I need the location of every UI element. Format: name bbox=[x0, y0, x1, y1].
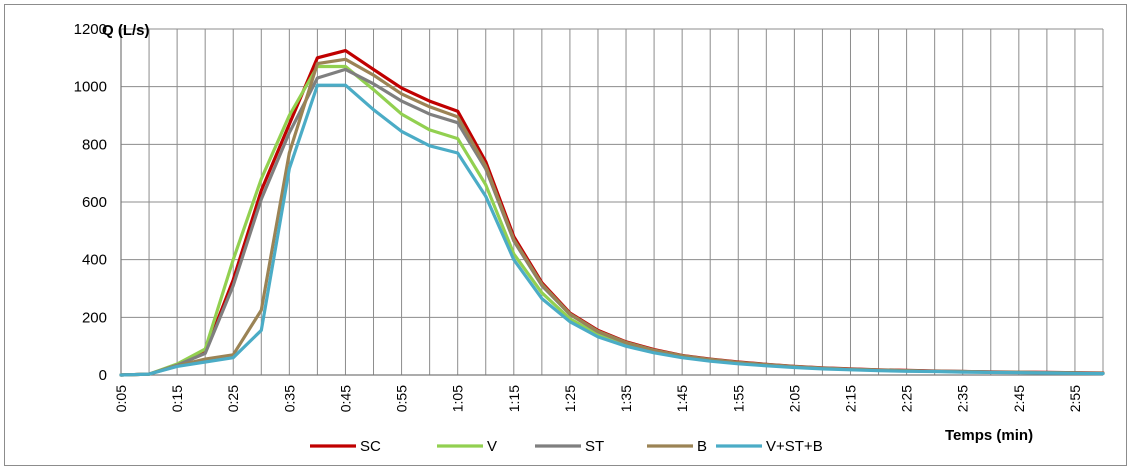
legend-label: V+ST+B bbox=[766, 438, 823, 455]
y-tick-label: 800 bbox=[82, 136, 107, 153]
legend-label: B bbox=[697, 438, 707, 455]
series-line-sc bbox=[119, 48, 1105, 377]
y-tick-label: 1000 bbox=[74, 79, 107, 96]
x-tick-label: 2:15 bbox=[842, 385, 858, 412]
x-tick-label: 1:15 bbox=[506, 385, 522, 412]
y-tick-label: 1200 bbox=[74, 21, 107, 38]
x-tick-label: 2:25 bbox=[899, 385, 915, 412]
x-tick-label: 0:55 bbox=[394, 385, 410, 412]
x-axis-title: Temps (min) bbox=[945, 427, 1033, 444]
chart-frame: 0 200 400 600 800 1000 1200 0:05 0:15 0:25 0:35 0:… bbox=[4, 4, 1127, 466]
x-tick-label: 0:35 bbox=[281, 385, 297, 412]
series-line-v bbox=[119, 64, 1105, 377]
series-line-st bbox=[119, 67, 1105, 377]
y-tick-label: 200 bbox=[82, 309, 107, 326]
series-line-v-st-b bbox=[119, 83, 1105, 377]
x-tick-label: 1:45 bbox=[674, 385, 690, 412]
x-tick-label: 1:25 bbox=[562, 385, 578, 412]
legend: SC V ST B V+ST+B bbox=[310, 438, 823, 455]
x-axis-ticks: 0:05 0:15 0:25 0:35 0:45 0:55 1:05 1:15 1:25 1:35… bbox=[113, 385, 1083, 412]
grid bbox=[120, 28, 1104, 376]
y-tick-label: 0 bbox=[99, 367, 107, 384]
y-axis-ticks: 0 200 400 600 800 1000 1200 bbox=[74, 21, 107, 384]
x-tick-label: 2:55 bbox=[1067, 385, 1083, 412]
x-tick-label: 0:25 bbox=[225, 385, 241, 412]
x-tick-label: 0:15 bbox=[169, 385, 185, 412]
legend-label: SC bbox=[360, 438, 381, 455]
y-tick-label: 400 bbox=[82, 252, 107, 269]
x-tick-label: 0:45 bbox=[337, 385, 353, 412]
x-tick-label: 2:45 bbox=[1011, 385, 1027, 412]
x-tick-label: 1:35 bbox=[618, 385, 634, 412]
series-line-b bbox=[119, 57, 1105, 377]
y-axis-title: Q (L/s) bbox=[102, 22, 150, 39]
x-tick-label: 2:35 bbox=[955, 385, 971, 412]
x-tick-label: 2:05 bbox=[786, 385, 802, 412]
legend-label: V bbox=[487, 438, 497, 455]
x-tick-label: 0:05 bbox=[113, 385, 129, 412]
legend-label: ST bbox=[585, 438, 604, 455]
x-tick-label: 1:05 bbox=[450, 385, 466, 412]
y-tick-label: 600 bbox=[82, 194, 107, 211]
series-lines bbox=[119, 48, 1105, 377]
x-tick-label: 1:55 bbox=[730, 385, 746, 412]
